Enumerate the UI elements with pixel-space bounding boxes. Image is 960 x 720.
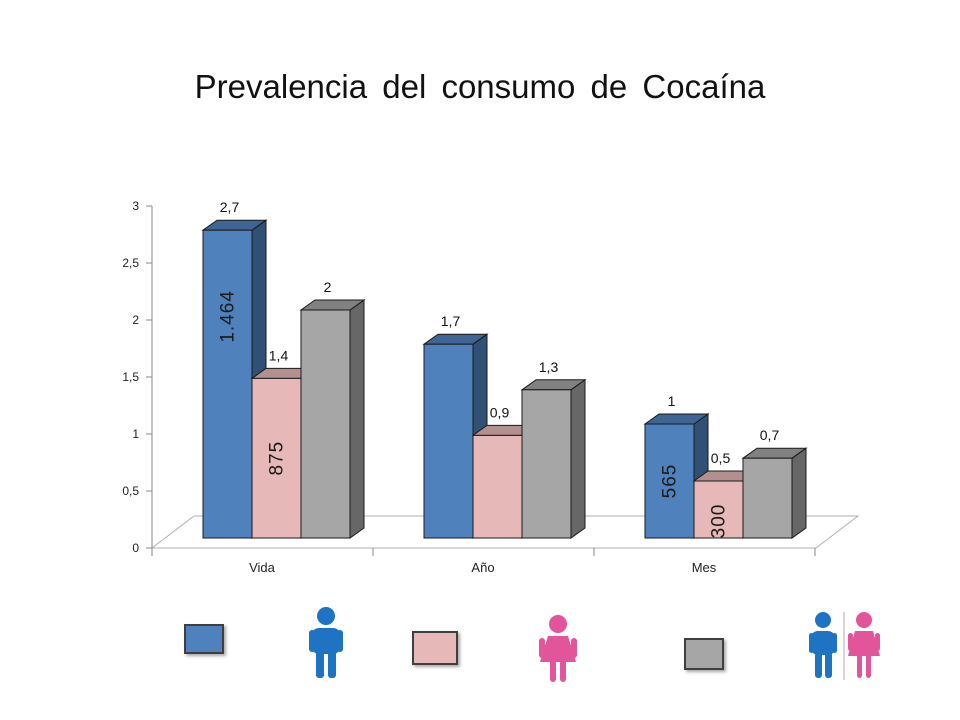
bar xyxy=(201,219,268,539)
legend-swatch-gray xyxy=(684,638,724,670)
data-label: 1,7 xyxy=(441,313,461,329)
count-label: 875 xyxy=(267,441,288,476)
count-label: 300 xyxy=(709,504,730,539)
bar-side xyxy=(570,378,586,539)
floor-plane xyxy=(150,515,860,549)
y-tick-label: 2 xyxy=(132,313,139,327)
x-category-label: Año xyxy=(471,560,494,575)
bar xyxy=(520,378,587,539)
page-title: Prevalencia del consumo de Cocaína xyxy=(194,68,766,105)
bar-front xyxy=(472,434,523,539)
legend-swatch-pink xyxy=(412,631,458,665)
bar-front xyxy=(251,377,302,539)
legend-swatch-blue xyxy=(184,624,224,654)
data-label: 2,7 xyxy=(220,199,240,215)
data-label: 1,3 xyxy=(539,359,559,375)
x-category-label: Vida xyxy=(249,560,276,575)
bar xyxy=(299,299,366,539)
bar-front xyxy=(300,309,351,539)
male-female-pair-icon xyxy=(809,612,880,680)
data-label: 1 xyxy=(668,393,676,409)
female-person-icon xyxy=(539,615,577,682)
y-tick-label: 0,5 xyxy=(122,484,139,498)
bar-front xyxy=(644,423,695,539)
y-tick-label: 1,5 xyxy=(122,370,139,384)
bar-front xyxy=(202,229,253,539)
data-label: 0,7 xyxy=(760,427,780,443)
bar-side xyxy=(349,299,365,539)
bar xyxy=(643,413,710,539)
y-tick-label: 1 xyxy=(132,427,139,441)
bar-front xyxy=(521,389,572,539)
y-tick-label: 2,5 xyxy=(122,256,139,270)
y-axis: 0 0,5 1 1,5 2 2,5 3 xyxy=(122,199,153,555)
data-label: 0,5 xyxy=(711,450,731,466)
count-label: 1.464 xyxy=(218,290,239,343)
male-person-icon xyxy=(309,607,343,678)
chart-floor xyxy=(150,515,860,549)
data-label: 1,4 xyxy=(269,347,289,363)
data-label: 2 xyxy=(324,279,332,295)
x-category-label: Mes xyxy=(692,560,717,575)
bar-front xyxy=(423,343,474,539)
count-label: 565 xyxy=(660,464,681,499)
x-axis: Vida Año Mes xyxy=(151,548,816,575)
bar-side xyxy=(791,447,807,539)
bar-front xyxy=(742,457,793,539)
bar xyxy=(741,447,808,539)
y-tick-label: 3 xyxy=(132,199,139,213)
bars xyxy=(201,219,808,539)
data-label: 0,9 xyxy=(490,404,510,420)
data-labels: 2,7 1.464 1,4 875 2 1,7 0,9 1,3 1 565 0,5 300 0,7 xyxy=(218,199,780,538)
y-tick-label: 0 xyxy=(132,541,139,555)
